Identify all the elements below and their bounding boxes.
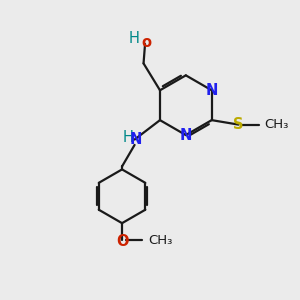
Text: N: N — [206, 83, 218, 98]
Text: H: H — [123, 130, 134, 145]
Text: N: N — [180, 128, 192, 142]
Text: N: N — [130, 132, 142, 147]
Text: CH₃: CH₃ — [148, 234, 172, 247]
Text: o: o — [142, 35, 152, 50]
Text: H: H — [128, 31, 139, 46]
Text: O: O — [116, 235, 128, 250]
Text: CH₃: CH₃ — [265, 118, 289, 131]
Text: S: S — [233, 117, 244, 132]
